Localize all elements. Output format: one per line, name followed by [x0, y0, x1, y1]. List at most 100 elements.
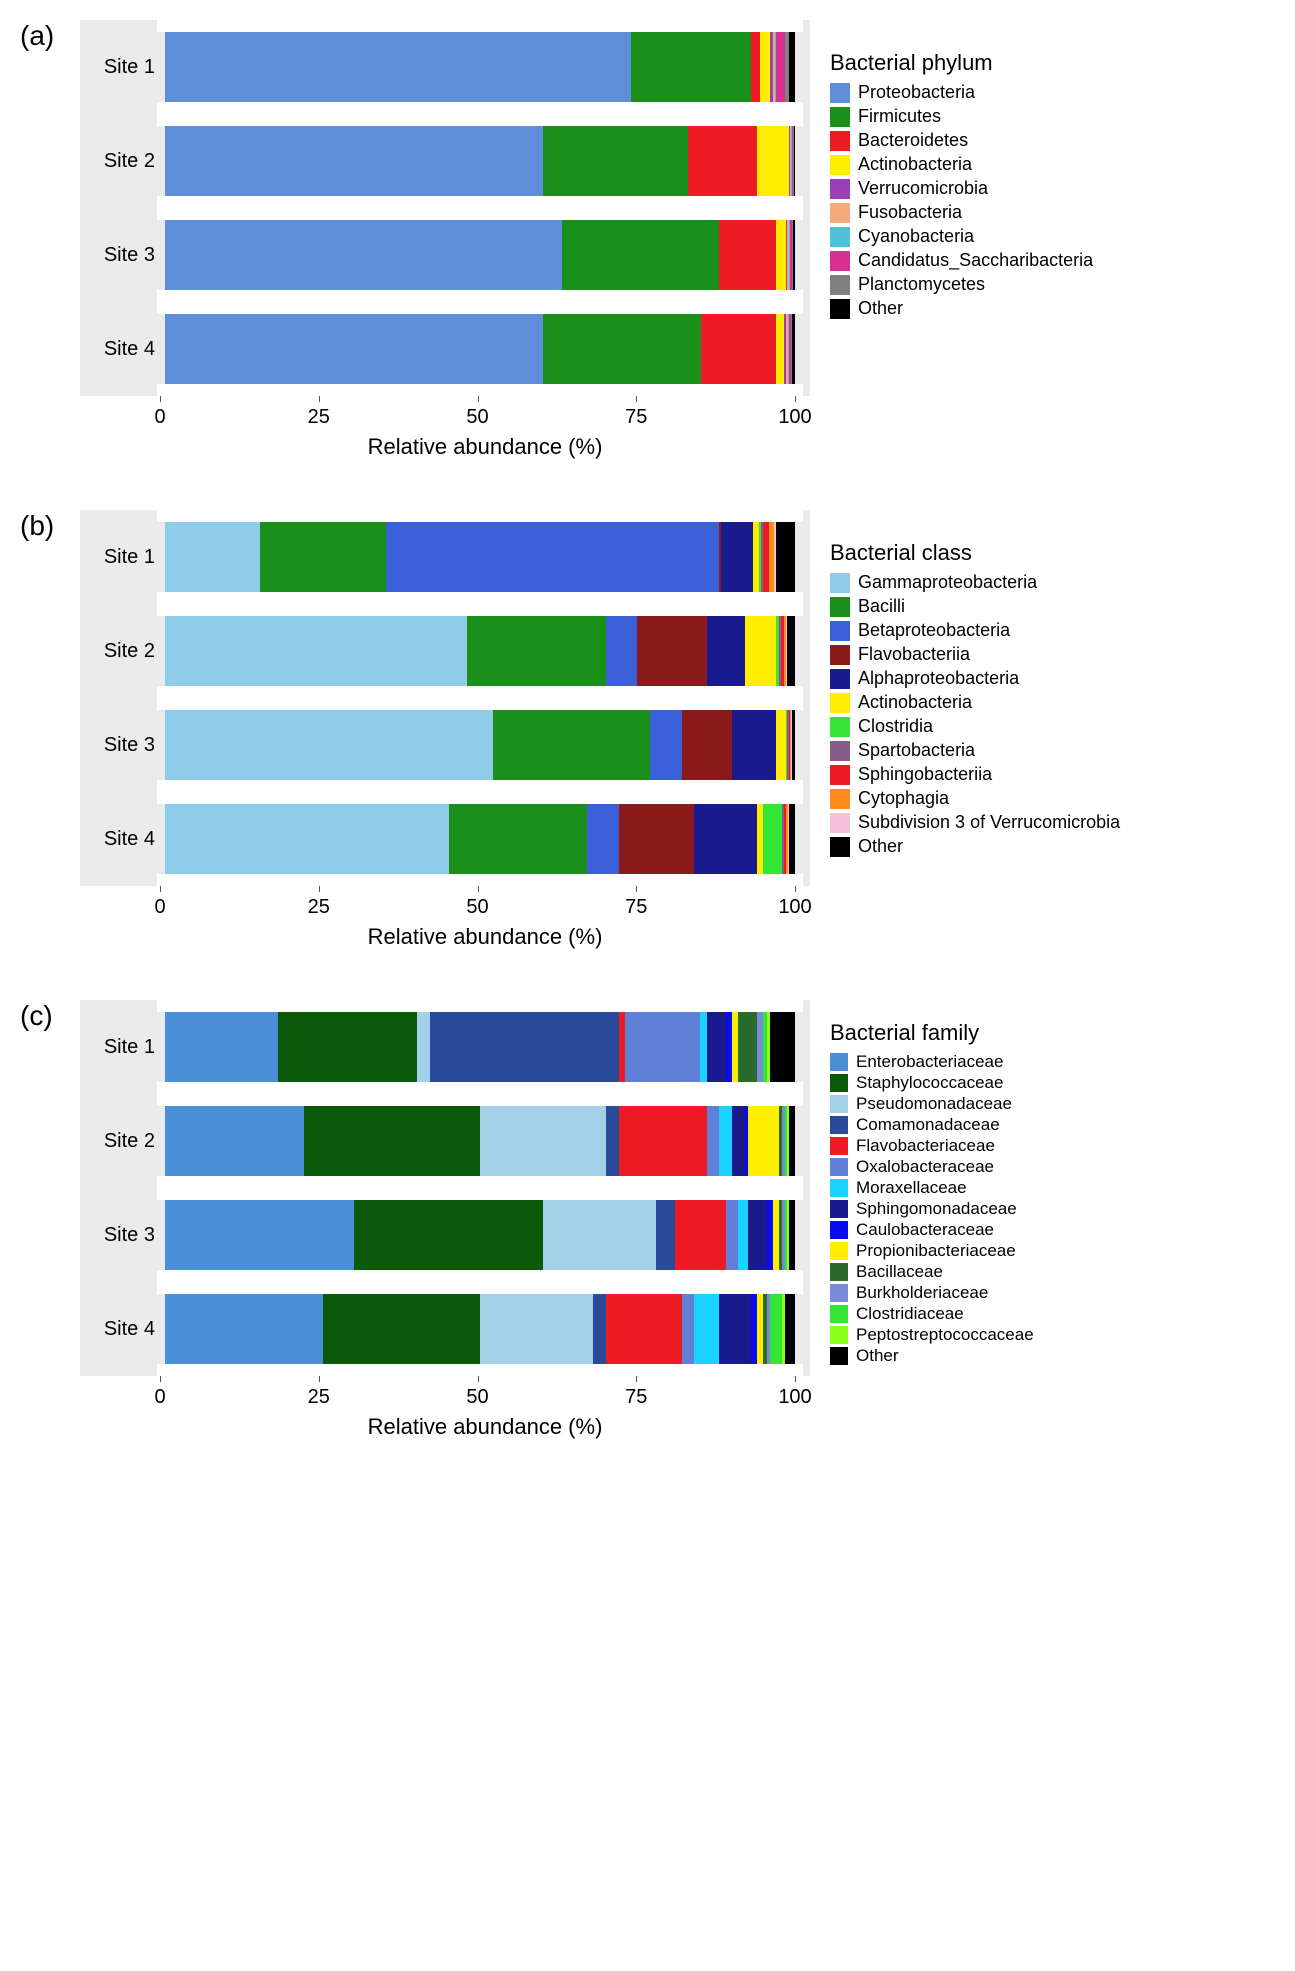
panel-a: (a)Site 1Site 2Site 3Site 40255075100Rel… — [20, 20, 1275, 460]
x-tick-label: 0 — [154, 1386, 165, 1409]
legend-title: Bacterial class — [830, 540, 1120, 566]
legend-label: Flavobacteriaceae — [856, 1136, 995, 1156]
bar-segment — [682, 710, 732, 780]
legend-item: Candidatus_Saccharibacteria — [830, 250, 1093, 271]
legend-item: Alphaproteobacteria — [830, 668, 1120, 689]
legend-swatch — [830, 1305, 848, 1323]
legend: Bacterial class Gammaproteobacteria Bacill… — [830, 510, 1120, 860]
legend-item: Cytophagia — [830, 788, 1120, 809]
x-axis-title: Relative abundance (%) — [160, 434, 810, 460]
site-label: Site 2 — [95, 640, 165, 663]
legend-swatch — [830, 251, 850, 271]
stacked-bar — [165, 522, 795, 592]
legend-swatch — [830, 1200, 848, 1218]
bar-segment — [701, 314, 777, 384]
bar-segment — [587, 804, 619, 874]
x-tick — [160, 886, 161, 892]
legend-label: Planctomycetes — [858, 274, 985, 295]
bar-segment — [467, 616, 606, 686]
legend-swatch — [830, 741, 850, 761]
legend-swatch — [830, 299, 850, 319]
site-label: Site 3 — [95, 734, 165, 757]
panel-label: (a) — [20, 20, 80, 52]
legend-swatch — [830, 1242, 848, 1260]
legend-item: Moraxellaceae — [830, 1178, 1034, 1198]
bar-segment — [354, 1200, 543, 1270]
figure-root: (a)Site 1Site 2Site 3Site 40255075100Rel… — [20, 20, 1275, 1440]
bar-segment — [165, 1106, 304, 1176]
bar-segment — [606, 616, 638, 686]
x-tick-label: 100 — [778, 406, 811, 429]
legend-item: Sphingomonadaceae — [830, 1199, 1034, 1219]
legend-label: Oxalobacteraceae — [856, 1157, 994, 1177]
bar-segment — [785, 1294, 794, 1364]
stacked-bar — [165, 804, 795, 874]
bar-segment — [619, 1106, 707, 1176]
bar-segment — [776, 710, 785, 780]
legend-label: Moraxellaceae — [856, 1178, 967, 1198]
legend-swatch — [830, 1095, 848, 1113]
legend-item: Betaproteobacteria — [830, 620, 1120, 641]
legend: Bacterial phylumProteobacteriaFirmicutes… — [830, 20, 1093, 322]
legend-label: Sphingobacteriia — [858, 764, 992, 785]
site-label: Site 3 — [95, 1224, 165, 1247]
panel-label: (b) — [20, 510, 80, 542]
legend-label: Alphaproteobacteria — [858, 668, 1019, 689]
legend-swatch — [830, 1284, 848, 1302]
bar-segment — [165, 1294, 323, 1364]
bar-segment — [165, 220, 562, 290]
legend-items: Gammaproteobacteria Bacilli Betaproteobact… — [830, 572, 1120, 857]
bar-segment — [480, 1106, 606, 1176]
legend-item: Subdivision 3 of Verrucomicrobia — [830, 812, 1120, 833]
x-tick-label: 100 — [778, 1386, 811, 1409]
legend-item: Bacilli — [830, 596, 1120, 617]
legend-label: Cytophagia — [858, 788, 949, 809]
stacked-bar — [165, 314, 795, 384]
legend-swatch — [830, 83, 850, 103]
site-label: Site 1 — [95, 1036, 165, 1059]
legend-item: Verrucomicrobia — [830, 178, 1093, 199]
bar-row: Site 3 — [95, 220, 795, 290]
x-tick — [319, 396, 320, 402]
legend-item: Clostridiaceae — [830, 1304, 1034, 1324]
legend-item: Bacillaceae — [830, 1262, 1034, 1282]
bar-segment — [694, 1294, 719, 1364]
legend-swatch — [830, 1053, 848, 1071]
chart-area: Site 1Site 2Site 3Site 40255075100Relati… — [80, 20, 810, 460]
bar-segment — [707, 1106, 720, 1176]
x-tick — [478, 886, 479, 892]
bar-segment — [707, 616, 745, 686]
bars-container: Site 1Site 2Site 3Site 4 — [95, 1012, 795, 1364]
legend-item: Gammaproteobacteria — [830, 572, 1120, 593]
bar-segment — [688, 126, 757, 196]
bar-segment — [792, 314, 795, 384]
stacked-bar — [165, 32, 795, 102]
bar-row: Site 3 — [95, 710, 795, 780]
bar-segment — [719, 1294, 751, 1364]
legend-label: Propionibacteriaceae — [856, 1241, 1016, 1261]
stacked-bar — [165, 1200, 795, 1270]
bar-segment — [726, 1200, 739, 1270]
legend-item: Enterobacteriaceae — [830, 1052, 1034, 1072]
legend-swatch — [830, 1347, 848, 1365]
site-label: Site 1 — [95, 56, 165, 79]
legend-item: Staphylococcaceae — [830, 1073, 1034, 1093]
legend-item: Propionibacteriaceae — [830, 1241, 1034, 1261]
legend-swatch — [830, 155, 850, 175]
panel-c: (c)Site 1Site 2Site 3Site 40255075100Rel… — [20, 1000, 1275, 1440]
x-tick-label: 0 — [154, 406, 165, 429]
bar-segment — [707, 1012, 726, 1082]
bar-segment — [323, 1294, 481, 1364]
legend-item: Sphingobacteriia — [830, 764, 1120, 785]
bar-segment — [776, 220, 785, 290]
bar-segment — [480, 1294, 593, 1364]
stacked-bar — [165, 616, 795, 686]
bar-segment — [449, 804, 588, 874]
bar-segment — [694, 804, 757, 874]
legend-title: Bacterial family — [830, 1020, 1034, 1046]
x-tick — [160, 396, 161, 402]
bar-segment — [776, 314, 784, 384]
bar-row: Site 2 — [95, 616, 795, 686]
legend-swatch — [830, 1179, 848, 1197]
bar-row: Site 4 — [95, 1294, 795, 1364]
